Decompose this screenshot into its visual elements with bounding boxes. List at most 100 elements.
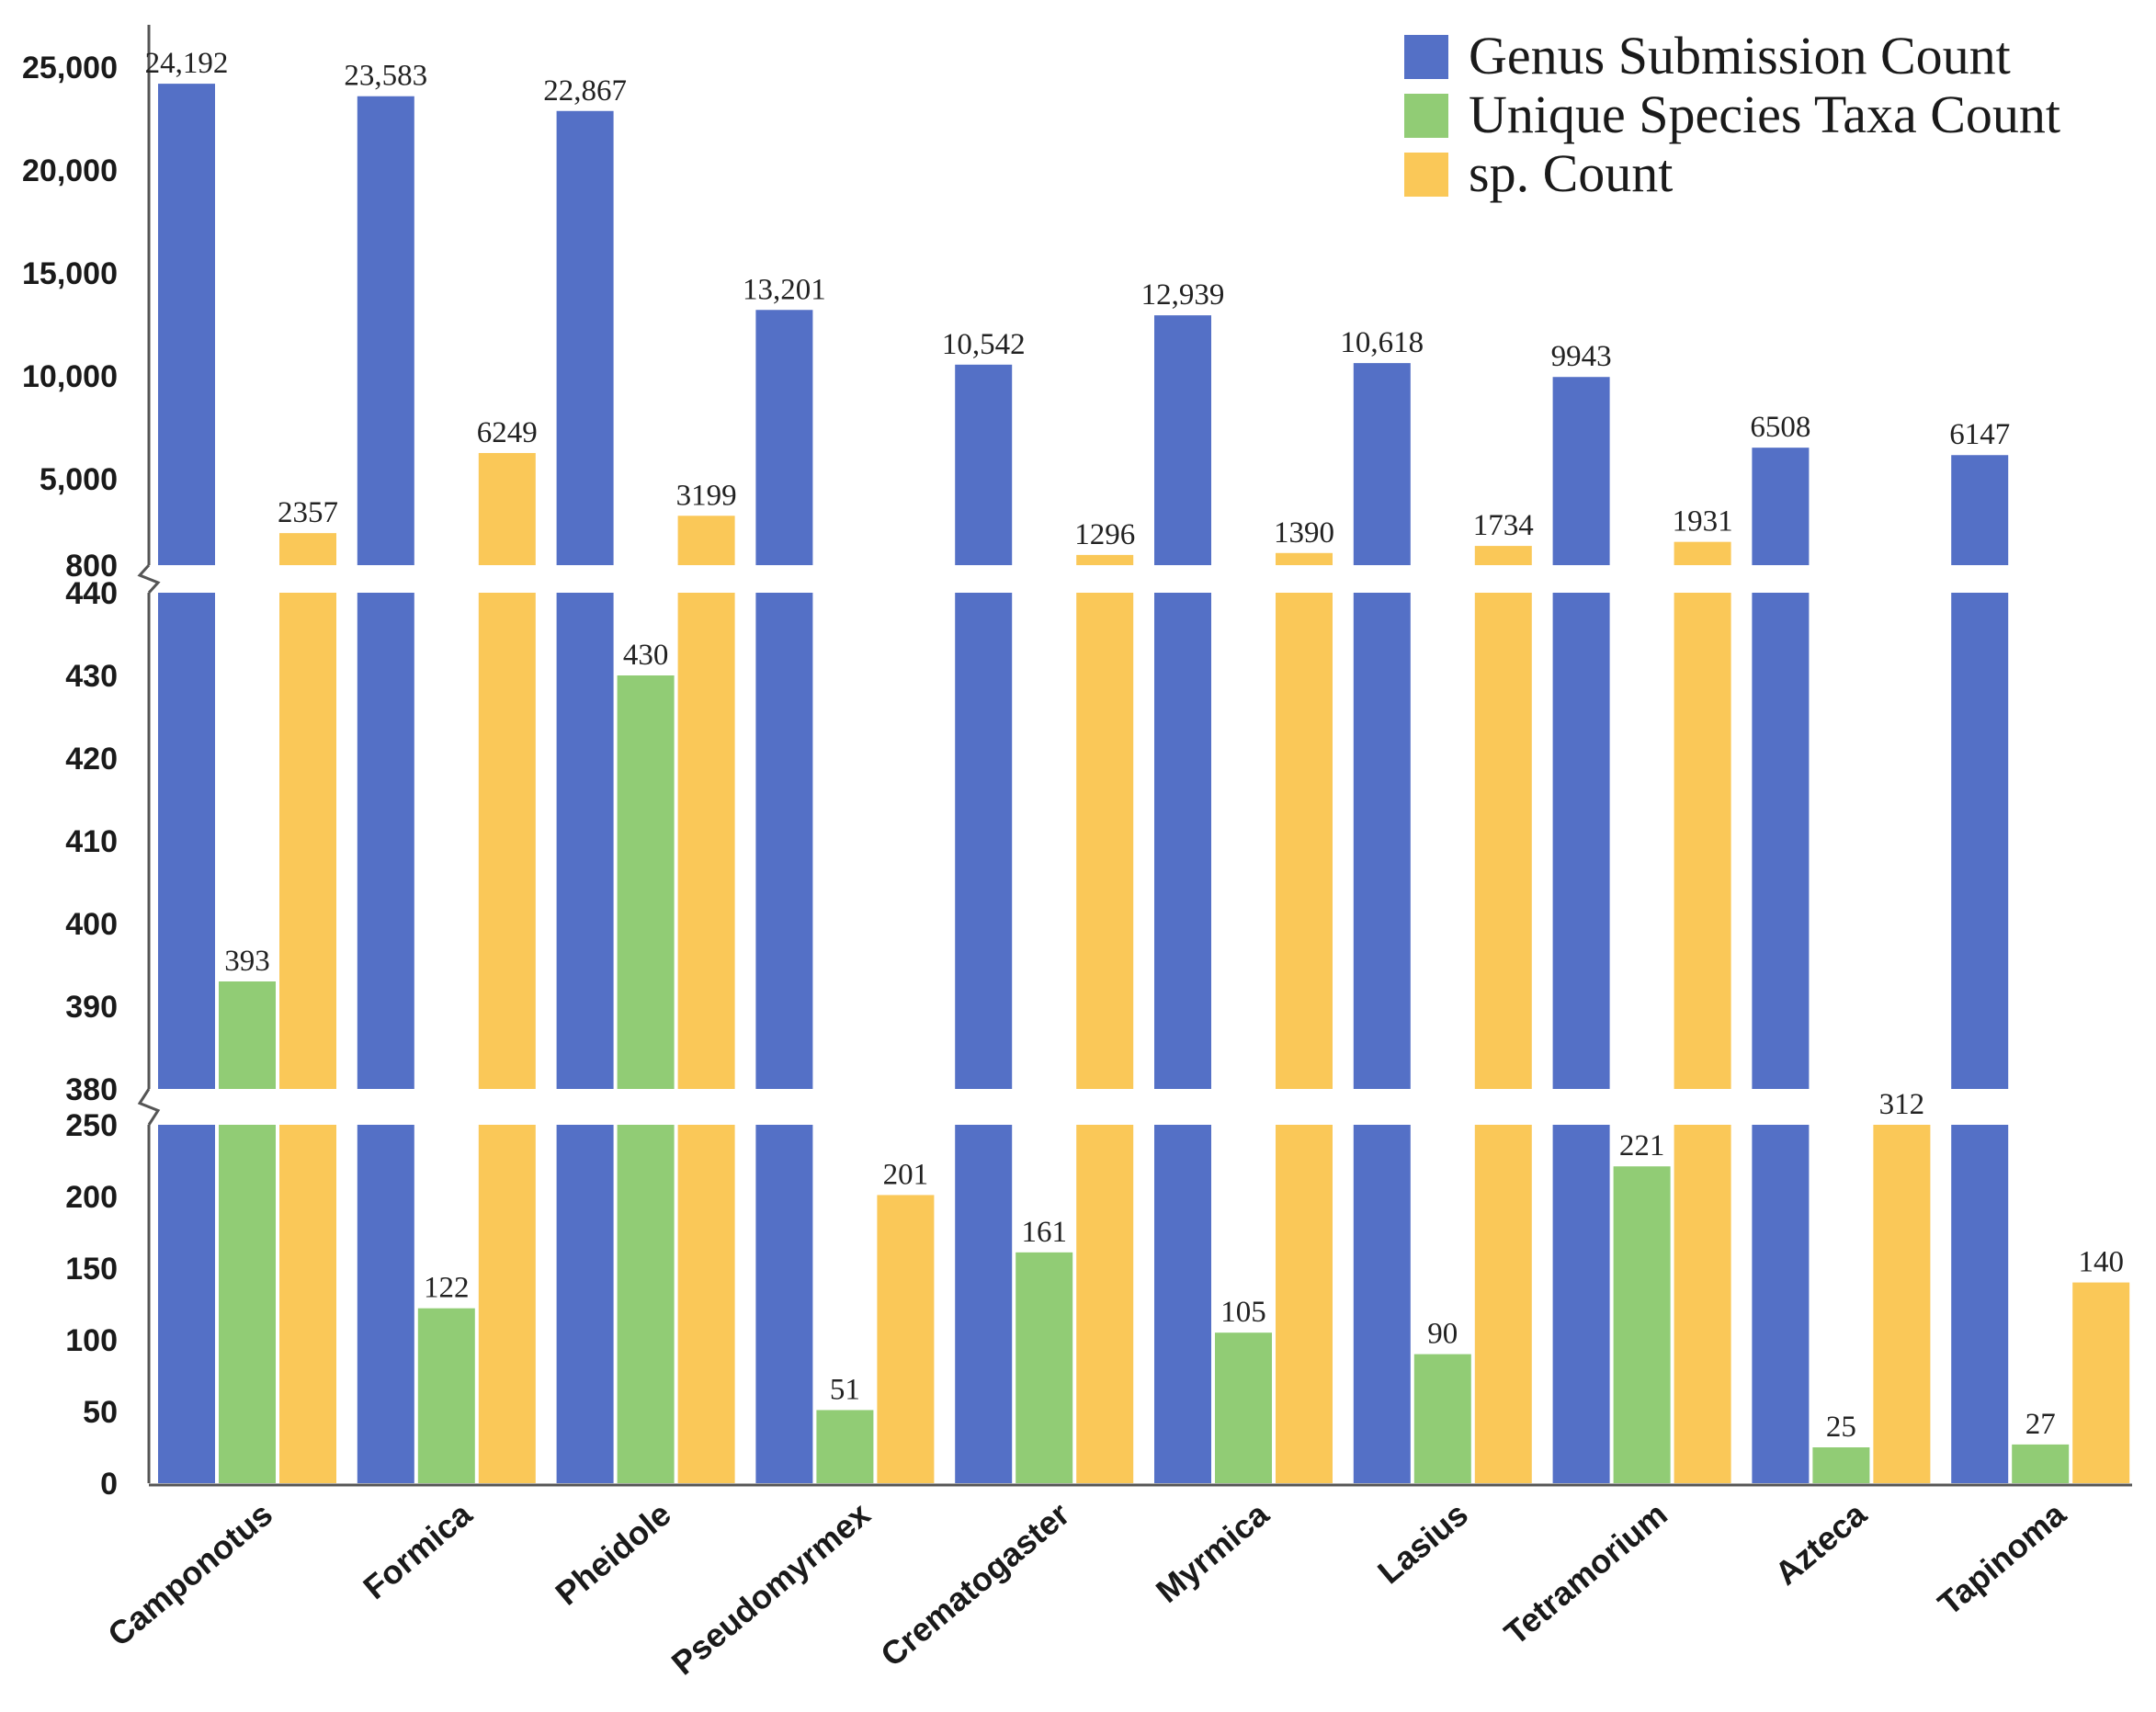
data-label-camponotus-series-1: 393 [224, 945, 270, 978]
bar-tapinoma-series-0-seg-2 [1951, 455, 2009, 565]
data-label-tapinoma-series-0: 6147 [1949, 418, 2010, 451]
bar-pheidole-series-2-seg-1 [677, 593, 735, 1089]
x-tick-label-pheidole: Pheidole [548, 1495, 677, 1613]
bar-tapinoma-series-1-seg-0 [2012, 1444, 2070, 1483]
data-label-camponotus-series-0: 24,192 [145, 47, 229, 80]
bar-camponotus-series-0-seg-2 [158, 84, 215, 565]
bar-lasius-series-0-seg-0 [1353, 1125, 1411, 1483]
bar-tetramorium-series-0-seg-1 [1552, 593, 1610, 1089]
y-tick-label: 150 [65, 1252, 118, 1287]
x-tick-label-tetramorium: Tetramorium [1497, 1495, 1674, 1652]
data-label-tapinoma-series-1: 27 [2026, 1408, 2056, 1441]
x-tick-label-tapinoma: Tapinoma [1931, 1494, 2073, 1623]
bar-pheidole-series-0-seg-2 [556, 110, 614, 565]
y-tick-label: 250 [65, 1108, 118, 1143]
bar-tetramorium-series-0-seg-0 [1552, 1125, 1610, 1483]
legend-label-0: Genus Submission Count [1469, 26, 2011, 85]
bar-myrmica-series-2-seg-0 [1276, 1125, 1333, 1483]
y-tick-label: 50 [83, 1395, 118, 1430]
bar-crematogaster-series-0-seg-2 [955, 364, 1013, 565]
data-label-pseudomyrmex-series-2: 201 [883, 1158, 929, 1191]
bar-tetramorium-series-1-seg-0 [1613, 1166, 1671, 1483]
data-label-pseudomyrmex-series-0: 13,201 [743, 273, 826, 306]
y-tick-label: 100 [65, 1323, 118, 1358]
data-label-azteca-series-2: 312 [1879, 1088, 1925, 1121]
bar-myrmica-series-2-seg-2 [1276, 552, 1333, 565]
x-tick-label-camponotus: Camponotus [100, 1495, 279, 1654]
bar-formica-series-0-seg-2 [357, 96, 414, 565]
bar-azteca-series-0-seg-2 [1752, 448, 1810, 565]
bar-myrmica-series-0-seg-0 [1154, 1125, 1211, 1483]
data-label-formica-series-1: 122 [424, 1272, 470, 1305]
bar-azteca-series-0-seg-0 [1752, 1125, 1810, 1483]
bar-myrmica-series-1-seg-0 [1215, 1332, 1272, 1483]
bar-camponotus-series-0-seg-1 [158, 593, 215, 1089]
bar-pheidole-series-0-seg-0 [556, 1125, 614, 1483]
y-tick-label: 430 [65, 659, 118, 694]
bar-myrmica-series-0-seg-2 [1154, 315, 1211, 565]
data-label-pheidole-series-1: 430 [623, 639, 669, 672]
data-label-lasius-series-1: 90 [1427, 1318, 1458, 1351]
bar-camponotus-series-0-seg-0 [158, 1125, 215, 1483]
bar-pseudomyrmex-series-1-seg-0 [816, 1410, 874, 1483]
bar-crematogaster-series-1-seg-0 [1016, 1252, 1073, 1483]
legend-swatch-0 [1404, 35, 1448, 79]
bar-myrmica-series-2-seg-1 [1276, 593, 1333, 1089]
bar-camponotus-series-1-seg-1 [219, 981, 276, 1089]
bar-formica-series-2-seg-1 [478, 593, 536, 1089]
data-label-crematogaster-series-2: 1296 [1074, 518, 1135, 551]
data-label-formica-series-2: 6249 [477, 416, 538, 449]
y-tick-label: 10,000 [22, 359, 118, 394]
bar-lasius-series-0-seg-2 [1353, 363, 1411, 565]
data-label-tetramorium-series-0: 9943 [1551, 340, 1612, 373]
data-label-myrmica-series-2: 1390 [1274, 516, 1334, 550]
legend-label-1: Unique Species Taxa Count [1469, 85, 2060, 144]
y-tick-label: 400 [65, 907, 118, 942]
bar-crematogaster-series-0-seg-0 [955, 1125, 1013, 1483]
y-tick-label: 200 [65, 1180, 118, 1215]
y-tick-label: 410 [65, 824, 118, 859]
bar-lasius-series-0-seg-1 [1353, 593, 1411, 1089]
bar-formica-series-2-seg-0 [478, 1125, 536, 1483]
data-label-pheidole-series-0: 22,867 [543, 74, 627, 108]
bar-lasius-series-2-seg-0 [1474, 1125, 1532, 1483]
bar-crematogaster-series-2-seg-2 [1076, 554, 1134, 565]
bar-pseudomyrmex-series-2-seg-0 [877, 1195, 935, 1483]
data-label-azteca-series-0: 6508 [1750, 411, 1810, 444]
bar-tapinoma-series-0-seg-1 [1951, 593, 2009, 1089]
bar-tetramorium-series-0-seg-2 [1552, 377, 1610, 565]
bar-pheidole-series-1-seg-1 [617, 675, 675, 1089]
x-tick-label-myrmica: Myrmica [1149, 1494, 1277, 1610]
bar-myrmica-series-0-seg-1 [1154, 593, 1211, 1089]
bar-pheidole-series-1-seg-0 [617, 1125, 675, 1483]
bar-formica-series-2-seg-2 [478, 452, 536, 565]
data-label-tapinoma-series-2: 140 [2078, 1246, 2124, 1279]
bar-formica-series-0-seg-1 [357, 593, 414, 1089]
y-tick-label: 420 [65, 742, 118, 777]
y-tick-label: 20,000 [22, 153, 118, 188]
bar-tetramorium-series-2-seg-0 [1674, 1125, 1731, 1483]
bar-azteca-series-2-seg-0 [1873, 1125, 1931, 1483]
legend-swatch-1 [1404, 94, 1448, 138]
data-label-crematogaster-series-0: 10,542 [942, 328, 1026, 361]
data-label-crematogaster-series-1: 161 [1021, 1216, 1067, 1249]
data-label-pseudomyrmex-series-1: 51 [830, 1373, 860, 1406]
bar-crematogaster-series-2-seg-0 [1076, 1125, 1134, 1483]
data-label-formica-series-0: 23,583 [344, 60, 427, 93]
data-labels-layer: 24,192 393 2357 23,583 122 6249 22,867 430 3199 1… [145, 47, 2124, 1444]
data-label-myrmica-series-1: 105 [1220, 1296, 1266, 1329]
y-tick-label: 25,000 [22, 51, 118, 85]
bar-tapinoma-series-0-seg-0 [1951, 1125, 2009, 1483]
bar-lasius-series-2-seg-2 [1474, 546, 1532, 565]
axis-break-mark-0 [137, 1088, 161, 1126]
bar-azteca-series-0-seg-1 [1752, 593, 1810, 1089]
y-tick-label: 390 [65, 990, 118, 1025]
bar-crematogaster-series-0-seg-1 [955, 593, 1013, 1089]
legend-label-2: sp. Count [1469, 143, 1673, 203]
y-tick-label: 5,000 [40, 462, 118, 497]
y-tick-label: 440 [65, 576, 118, 611]
bar-crematogaster-series-2-seg-1 [1076, 593, 1134, 1089]
